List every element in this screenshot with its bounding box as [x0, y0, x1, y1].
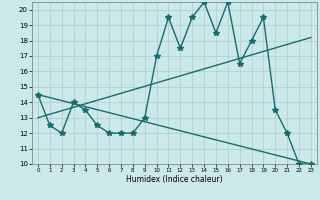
X-axis label: Humidex (Indice chaleur): Humidex (Indice chaleur): [126, 175, 223, 184]
